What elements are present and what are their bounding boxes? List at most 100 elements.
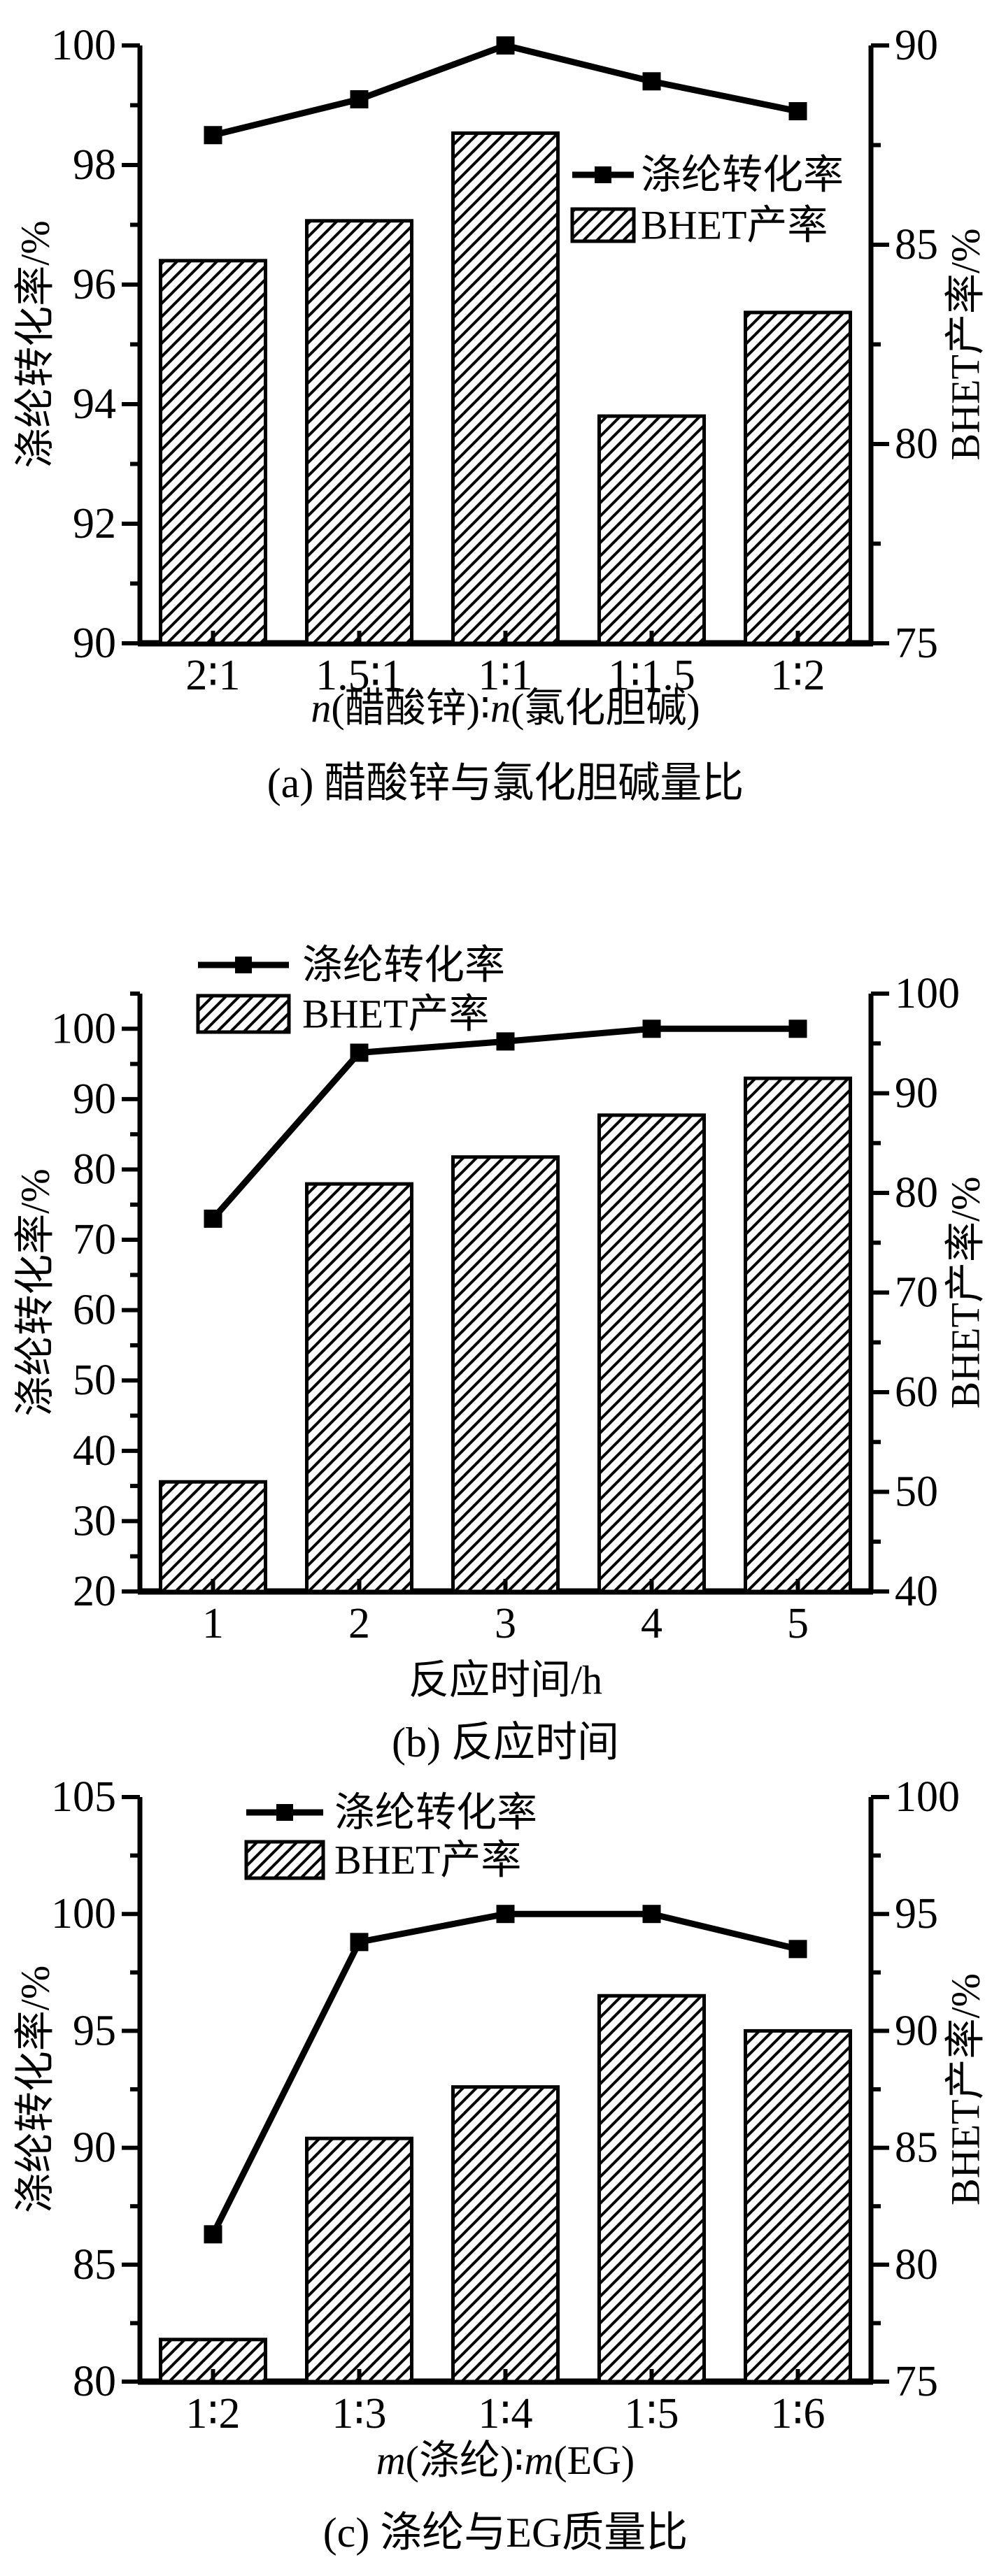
conversion-line-marker [788,1019,807,1038]
bhet-yield-bar [305,1182,413,1594]
x-category-label: 1∶2 [185,2390,240,2438]
left-axis-tick-label: 60 [73,1287,116,1334]
x-category-label: 1∶3 [332,2390,386,2438]
left-axis-tick-label: 80 [73,2358,116,2405]
right-axis-tick-label: 100 [895,1773,960,1821]
bhet-yield-bar [744,1076,852,1594]
left-axis-title: 涤纶转化率/% [13,1966,58,2213]
panel-caption: (c) 涤纶与EG质量比 [323,2510,688,2556]
left-axis-tick-label: 100 [51,1890,116,1938]
legend-bar-swatch [196,994,291,1034]
panel-caption: (a) 醋酸锌与氯化胆碱量比 [267,760,744,806]
legend-bar-label: BHET产率 [334,1838,521,1883]
conversion-line-marker [496,36,515,55]
right-axis-tick-label: 95 [895,1890,938,1938]
legend-line-marker [235,957,252,973]
conversion-line-marker [642,1019,661,1038]
bhet-yield-bar [305,2136,413,2384]
right-axis-tick-label: 80 [895,2241,938,2289]
conversion-line-marker [788,102,807,121]
left-axis-tick-label: 50 [73,1357,116,1404]
x-category-label: 1∶2 [770,652,825,699]
x-category-label: 2 [348,1600,370,1647]
right-axis-tick-label: 50 [895,1468,938,1516]
panel-b: 20 30 40 50 60 70 80 90 100 40 50 60 70 80 90 100 1 2 3 4 5 涤… [13,943,989,1766]
legend-bar-swatch [244,1840,325,1880]
left-axis-tick-label: 105 [51,1773,116,1821]
left-axis-title: 涤纶转化率/% [13,1168,58,1416]
left-axis-tick-label: 20 [73,1568,116,1615]
legend-line-label: 涤纶转化率 [302,943,505,988]
bhet-yield-bar [744,310,852,645]
bhet-yield-bar [597,414,706,645]
left-axis-tick-label: 85 [73,2241,116,2289]
right-axis-tick-label: 75 [895,2358,938,2405]
panel-a: 90 92 94 96 98 100 75 80 85 90 2∶1 1.5∶1 1∶1 1∶1.5 1∶2… [13,22,989,806]
conversion-line-marker [642,1905,661,1924]
x-category-label: 1∶6 [770,2390,825,2438]
legend-line-marker [595,166,611,183]
left-axis-tick-label: 90 [73,620,116,667]
bhet-yield-bar [305,219,413,645]
legend-line-label: 涤纶转化率 [334,1790,537,1836]
x-category-label: 1∶4 [478,2390,532,2438]
legend-line-label: 涤纶转化率 [641,152,844,198]
panel-caption: (b) 反应时间 [392,1719,619,1766]
conversion-line-marker [204,126,222,145]
left-axis-tick-label: 100 [51,1005,116,1052]
x-category-label: 5 [787,1600,809,1647]
x-category-label: 1∶5 [624,2390,679,2438]
right-axis-tick-label: 90 [895,1070,938,1117]
conversion-line-marker [204,1209,222,1228]
x-category-label: 1.5∶1 [316,652,403,699]
x-axis-title: 反应时间/h [409,1657,602,1703]
x-category-label: 1 [202,1600,224,1647]
right-axis-tick-label: 90 [895,22,938,69]
left-axis-tick-label: 90 [73,2124,116,2172]
x-axis-title: n(醋酸锌)∶n(氯化胆碱) [311,685,700,731]
left-axis-tick-label: 80 [73,1145,116,1193]
panel-c: 80 85 90 95 100 105 75 80 85 90 95 100 1∶2 1∶3 1∶4 1∶5 1… [13,1773,989,2556]
x-category-label: 4 [641,1600,662,1647]
x-axis-title: m(涤纶)∶m(EG) [376,2438,635,2483]
left-axis-tick-label: 100 [51,22,116,69]
bhet-yield-bar [744,2028,852,2384]
right-axis-tick-label: 85 [895,221,938,269]
left-axis-tick-label: 30 [73,1497,116,1545]
left-axis-tick-label: 95 [73,2007,116,2054]
bhet-yield-bar [451,2085,560,2384]
right-axis-title: BHET产率/% [943,1973,989,2205]
conversion-line-marker [496,1032,515,1051]
right-axis-tick-label: 75 [895,620,938,667]
left-axis-title: 涤纶转化率/% [13,220,58,468]
conversion-line-marker [350,1043,369,1062]
right-axis-tick-label: 80 [895,1169,938,1217]
left-axis-tick-label: 94 [73,380,116,428]
right-axis-tick-label: 100 [895,970,960,1017]
right-axis-tick-label: 85 [895,2124,938,2172]
bhet-yield-bar [159,259,267,645]
legend-bar-label: BHET产率 [641,203,828,248]
right-axis-tick-label: 60 [895,1368,938,1416]
bhet-yield-bar [597,1994,706,2384]
right-axis-tick-label: 90 [895,2007,938,2054]
x-category-label: 1∶1.5 [608,652,695,699]
left-axis-tick-label: 96 [73,261,116,308]
left-axis-tick-label: 98 [73,141,116,189]
legend-bar-label: BHET产率 [302,992,489,1037]
legend-line-marker [276,1804,293,1821]
right-axis-tick-label: 70 [895,1269,938,1317]
legend-bar-swatch [570,207,636,243]
conversion-line-marker [788,1940,807,1959]
x-category-label: 3 [495,1600,516,1647]
right-axis-tick-label: 80 [895,420,938,468]
left-axis-tick-label: 92 [73,500,116,548]
x-category-label: 1∶1 [478,652,532,699]
conversion-line-marker [642,72,661,91]
left-axis-tick-label: 90 [73,1075,116,1123]
conversion-line-marker [496,1905,515,1924]
